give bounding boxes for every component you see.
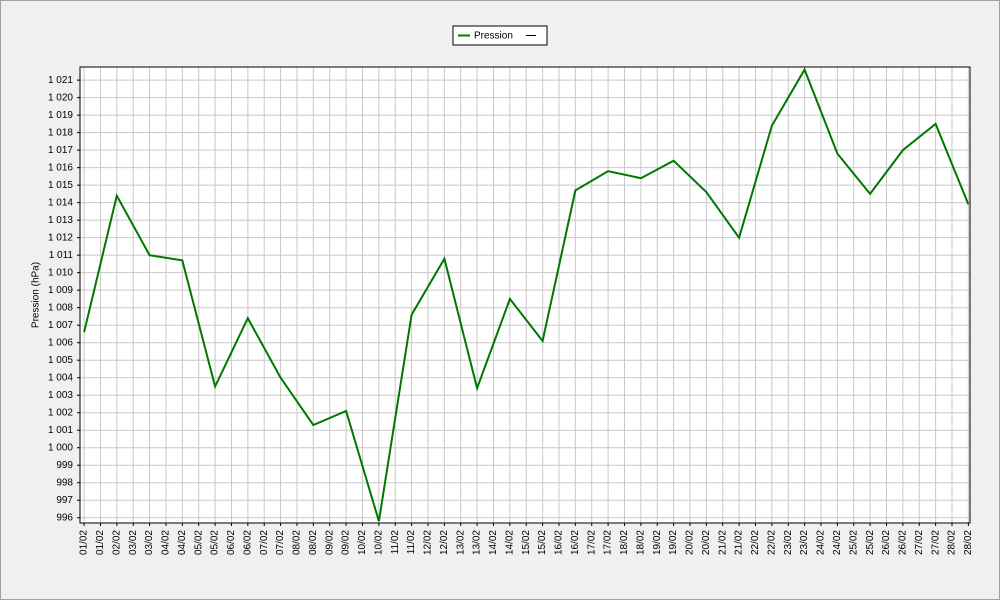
x-tick-label: 17/02	[603, 530, 614, 555]
x-tick-label: 26/02	[881, 530, 892, 555]
x-tick-label: 03/02	[144, 530, 155, 555]
x-tick-label: 01/02	[79, 530, 90, 555]
y-tick-label: 1 002	[48, 407, 73, 418]
x-tick-label: 10/02	[357, 530, 368, 555]
y-tick-label: 1 019	[48, 110, 73, 121]
x-tick-label: 22/02	[766, 530, 777, 555]
x-tick-label: 21/02	[734, 530, 745, 555]
y-tick-label: 1 016	[48, 162, 73, 173]
x-tick-label: 20/02	[701, 530, 712, 555]
y-tick-label: 999	[56, 460, 73, 471]
x-tick-label: 03/02	[128, 530, 139, 555]
x-tick-label: 05/02	[210, 530, 221, 555]
y-tick-label: 997	[56, 495, 73, 506]
y-tick-label: 1 005	[48, 355, 73, 366]
y-tick-label: 1 003	[48, 390, 73, 401]
y-tick-label: 1 021	[48, 75, 73, 86]
x-tick-label: 18/02	[619, 530, 630, 555]
x-tick-label: 02/02	[111, 530, 122, 555]
x-tick-label: 08/02	[308, 530, 319, 555]
y-tick-label: 1 017	[48, 145, 73, 156]
y-tick-label: 996	[56, 512, 73, 523]
x-tick-label: 10/02	[373, 530, 384, 555]
x-tick-label: 05/02	[193, 530, 204, 555]
x-tick-label: 07/02	[259, 530, 270, 555]
x-tick-label: 14/02	[504, 530, 515, 555]
x-tick-label: 12/02	[423, 530, 434, 555]
plot-border	[79, 66, 971, 524]
x-tick-label: 11/02	[406, 530, 417, 555]
x-tick-label: 19/02	[652, 530, 663, 555]
legend: Pression	[452, 25, 548, 46]
x-tick-label: 11/02	[390, 530, 401, 555]
x-tick-label: 23/02	[783, 530, 794, 555]
x-tick-label: 27/02	[930, 530, 941, 555]
x-tick-label: 26/02	[898, 530, 909, 555]
legend-box	[452, 25, 548, 46]
y-tick-label: 1 013	[48, 215, 73, 226]
x-tick-label: 08/02	[292, 530, 303, 555]
x-tick-label: 14/02	[488, 530, 499, 555]
x-tick-label: 01/02	[95, 530, 106, 555]
legend-label: Pression	[474, 31, 513, 42]
y-axis-label: Pression (hPa)	[31, 262, 42, 328]
x-tick-label: 23/02	[799, 530, 810, 555]
x-tick-label: 21/02	[717, 530, 728, 555]
y-tick-label: 1 011	[49, 250, 74, 261]
y-tick-label: 1 018	[48, 127, 73, 138]
y-tick-label: 1 014	[48, 197, 73, 208]
x-tick-label: 19/02	[668, 530, 679, 555]
x-tick-label: 28/02	[947, 530, 958, 555]
x-tick-label: 24/02	[816, 530, 827, 555]
x-tick-label: 20/02	[685, 530, 696, 555]
x-tick-label: 09/02	[341, 530, 352, 555]
y-tick-label: 1 008	[48, 302, 73, 313]
x-tick-label: 13/02	[472, 530, 483, 555]
x-tick-label: 17/02	[586, 530, 597, 555]
x-tick-label: 09/02	[324, 530, 335, 555]
x-tick-label: 15/02	[521, 530, 532, 555]
x-tick-label: 12/02	[439, 530, 450, 555]
x-tick-label: 24/02	[832, 530, 843, 555]
x-tick-label: 25/02	[865, 530, 876, 555]
x-tick-label: 04/02	[177, 530, 188, 555]
y-tick-label: 1 000	[48, 442, 73, 453]
x-tick-label: 06/02	[242, 530, 253, 555]
x-tick-label: 07/02	[275, 530, 286, 555]
y-tick-label: 1 012	[48, 232, 73, 243]
y-tick-label: 998	[56, 477, 73, 488]
y-tick-label: 1 015	[48, 180, 73, 191]
plot-area	[80, 67, 970, 523]
x-tick-label: 15/02	[537, 530, 548, 555]
y-tick-label: 1 007	[48, 320, 73, 331]
x-tick-label: 16/02	[570, 530, 581, 555]
y-tick-label: 1 004	[48, 372, 73, 383]
y-tick-label: 1 020	[48, 92, 73, 103]
x-tick-label: 04/02	[161, 530, 172, 555]
y-tick-label: 1 006	[48, 337, 73, 348]
x-tick-label: 13/02	[455, 530, 466, 555]
x-tick-label: 27/02	[914, 530, 925, 555]
y-tick-label: 1 001	[48, 425, 73, 436]
x-tick-label: 06/02	[226, 530, 237, 555]
line-series	[83, 67, 970, 522]
x-tick-label: 28/02	[963, 530, 974, 555]
x-tick-label: 18/02	[635, 530, 646, 555]
x-tick-label: 16/02	[554, 530, 565, 555]
y-tick-label: 1 010	[48, 267, 73, 278]
x-tick-label: 22/02	[750, 530, 761, 555]
x-tick-label: 25/02	[848, 530, 859, 555]
y-tick-label: 1 009	[48, 285, 73, 296]
